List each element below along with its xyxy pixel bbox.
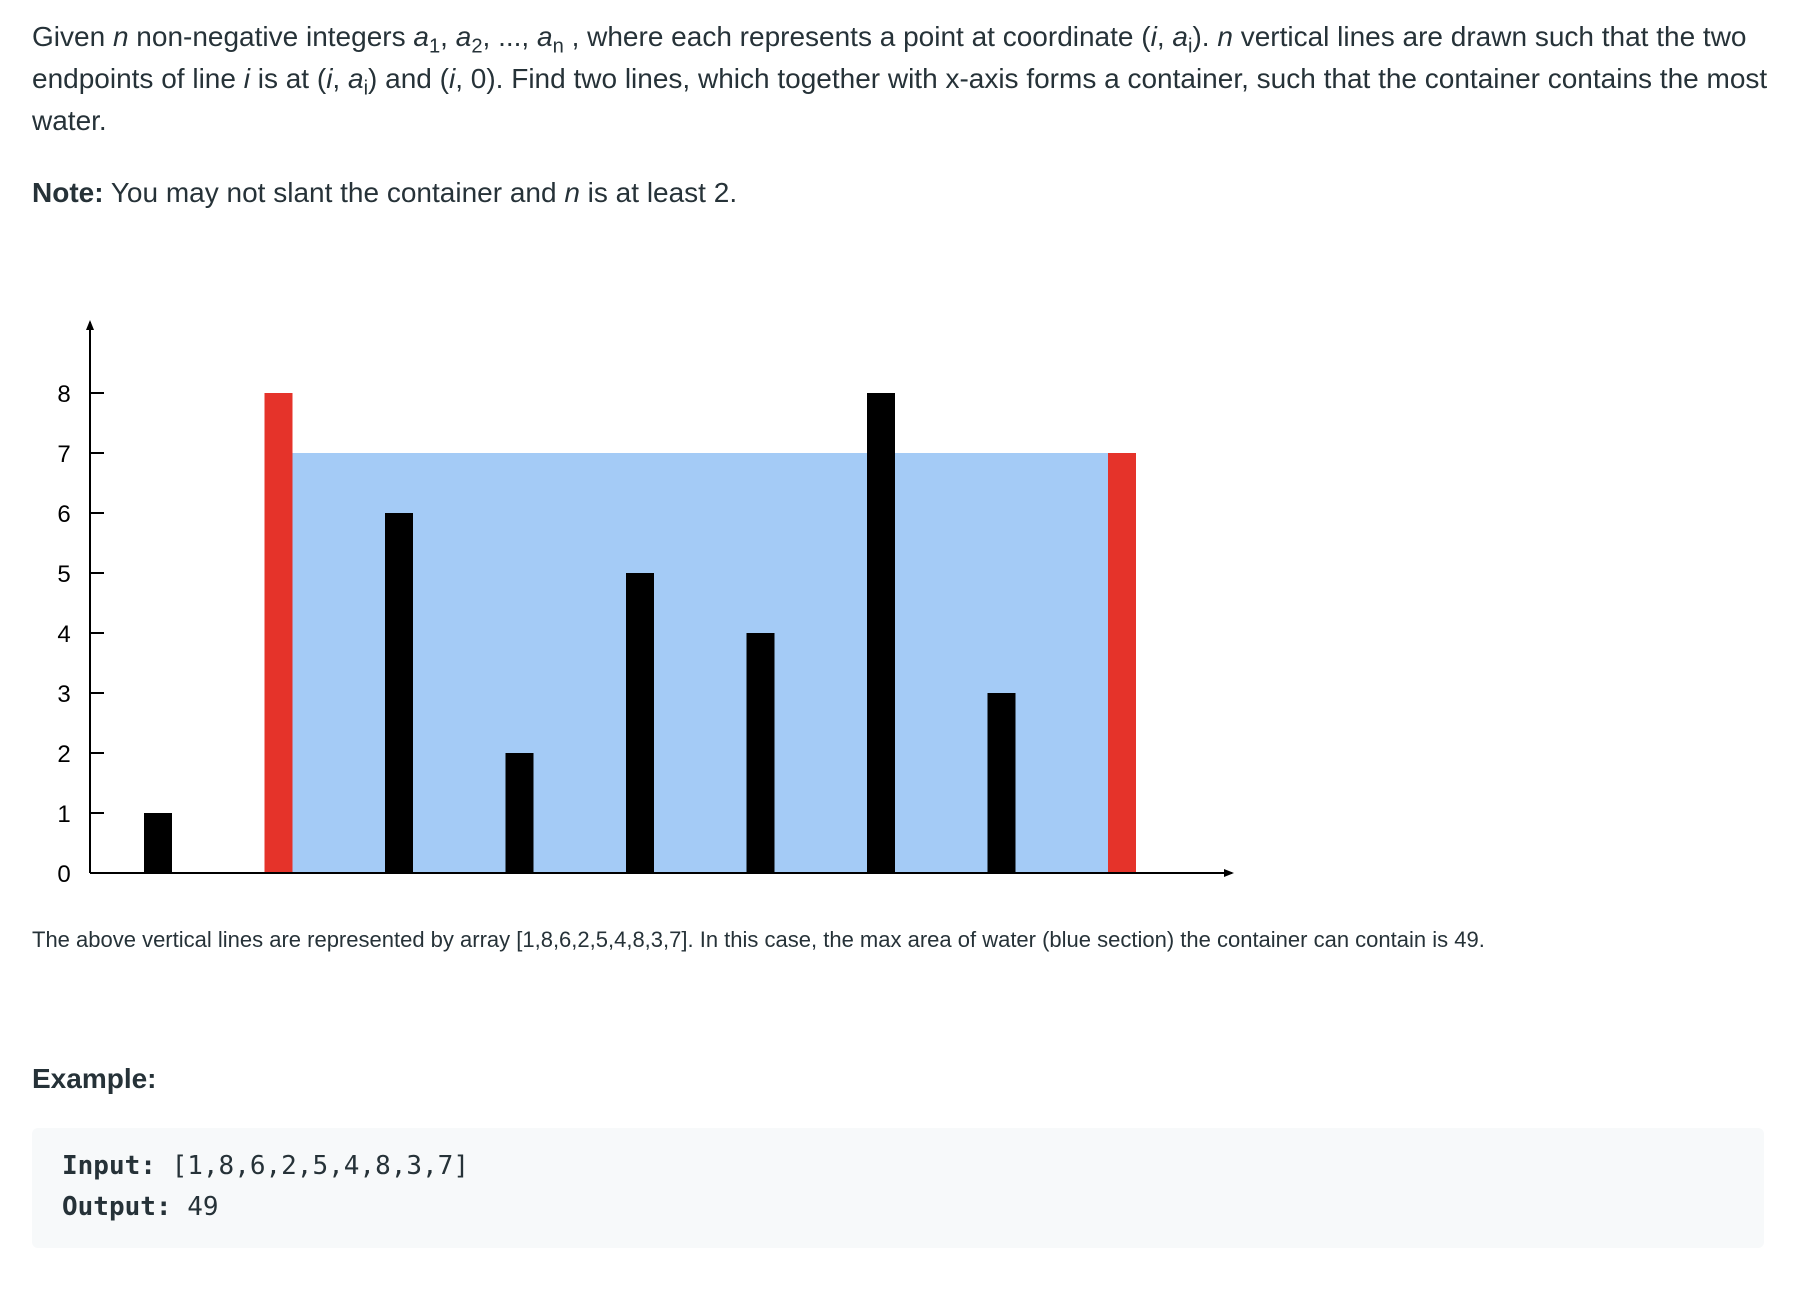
container-wall-bar xyxy=(1108,453,1136,873)
y-tick-label: 3 xyxy=(57,681,70,708)
y-tick-label: 0 xyxy=(57,861,70,888)
height-bar xyxy=(144,813,172,873)
water-area-layer xyxy=(292,453,1108,873)
example-code-block: Input: [1,8,6,2,5,4,8,3,7] Output: 49 xyxy=(32,1128,1764,1248)
y-tick-label: 1 xyxy=(57,801,70,828)
water-area xyxy=(292,453,1108,873)
height-bar xyxy=(867,393,895,873)
example-heading: Example: xyxy=(32,1063,157,1094)
height-bar xyxy=(385,513,413,873)
input-label: Input: xyxy=(62,1151,156,1181)
output-label: Output: xyxy=(62,1192,172,1222)
x-axis-arrow xyxy=(1224,869,1234,877)
container-wall-bar xyxy=(264,393,293,873)
input-value: [1,8,6,2,5,4,8,3,7] xyxy=(155,1151,469,1181)
output-value: 49 xyxy=(171,1192,219,1222)
height-bar xyxy=(626,573,654,873)
y-tick-label: 2 xyxy=(57,741,70,768)
y-axis-arrow xyxy=(86,320,94,330)
y-tick-label: 6 xyxy=(57,501,70,528)
example-input-line: Input: [1,8,6,2,5,4,8,3,7] xyxy=(62,1146,1734,1187)
axes-layer: 0 1 2 3 4 5 6 7 8 xyxy=(57,320,1234,888)
y-tick-label: 8 xyxy=(57,381,70,408)
note-label: Note: xyxy=(32,177,104,208)
height-bar xyxy=(987,693,1016,873)
y-tick-label: 5 xyxy=(57,561,70,588)
y-tick-label: 7 xyxy=(57,441,70,468)
container-chart: 0 1 2 3 4 5 6 7 8 xyxy=(57,320,1234,888)
example-output-line: Output: 49 xyxy=(62,1187,1734,1228)
figure-caption: The above vertical lines are represented… xyxy=(32,927,1485,952)
y-tick-label: 4 xyxy=(57,621,70,648)
height-bar xyxy=(746,633,775,873)
bars-layer xyxy=(144,393,1136,873)
height-bar xyxy=(505,753,534,873)
problem-description: Given n non-negative integers a1, a2, ..… xyxy=(32,21,1768,136)
problem-note: Note: You may not slant the container an… xyxy=(32,177,738,208)
